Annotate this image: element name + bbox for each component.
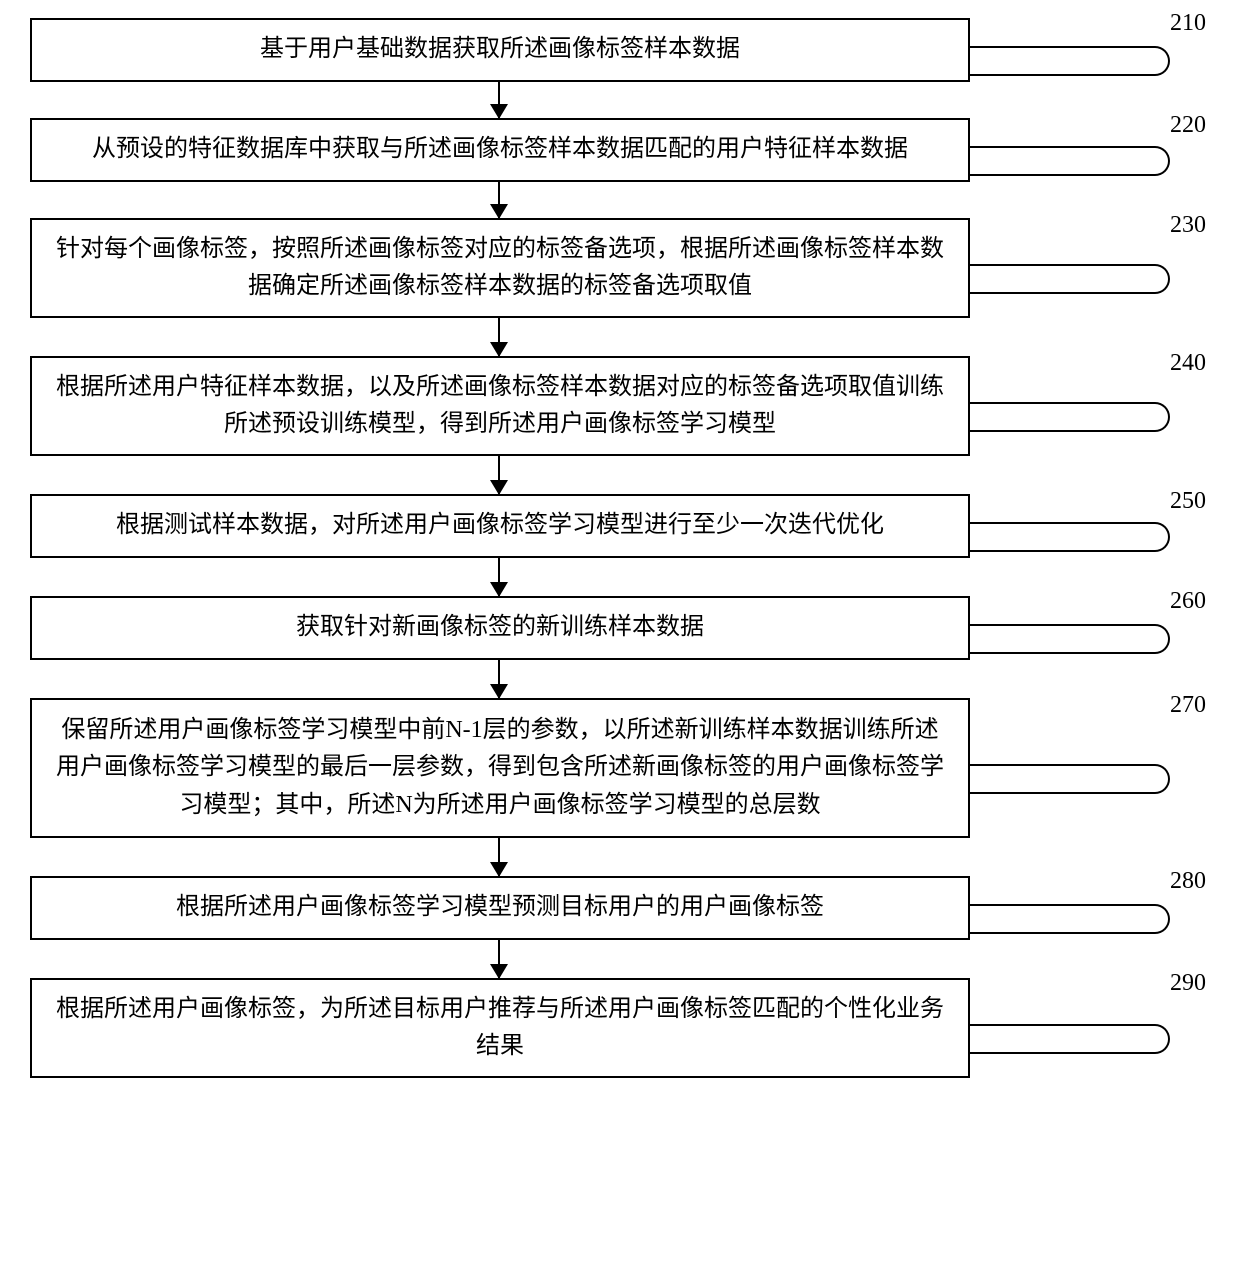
flow-step-270: 保留所述用户画像标签学习模型中前N-1层的参数，以所述新训练样本数据训练所述用户…: [30, 698, 970, 838]
flow-step-290: 根据所述用户画像标签，为所述目标用户推荐与所述用户画像标签匹配的个性化业务结果: [30, 978, 970, 1078]
flow-step-text: 根据测试样本数据，对所述用户画像标签学习模型进行至少一次迭代优化: [116, 507, 884, 544]
arrow-2: [498, 182, 500, 218]
arrow-5: [498, 558, 500, 596]
connector-210: [970, 46, 1170, 76]
arrow-4: [498, 456, 500, 494]
flow-step-250: 根据测试样本数据，对所述用户画像标签学习模型进行至少一次迭代优化: [30, 494, 970, 558]
arrow-6: [498, 660, 500, 698]
flow-step-text: 基于用户基础数据获取所述画像标签样本数据: [260, 31, 740, 68]
step-label-290: 290: [1170, 970, 1206, 997]
flow-step-220: 从预设的特征数据库中获取与所述画像标签样本数据匹配的用户特征样本数据: [30, 118, 970, 182]
flow-step-210: 基于用户基础数据获取所述画像标签样本数据: [30, 18, 970, 82]
arrow-1: [498, 82, 500, 118]
step-label-220: 220: [1170, 112, 1206, 139]
arrow-7: [498, 838, 500, 876]
connector-290: [970, 1024, 1170, 1054]
step-label-240: 240: [1170, 350, 1206, 377]
connector-270: [970, 764, 1170, 794]
flow-step-text: 根据所述用户画像标签，为所述目标用户推荐与所述用户画像标签匹配的个性化业务结果: [52, 991, 948, 1065]
connector-230: [970, 264, 1170, 294]
flow-step-text: 从预设的特征数据库中获取与所述画像标签样本数据匹配的用户特征样本数据: [92, 131, 908, 168]
step-label-230: 230: [1170, 212, 1206, 239]
flow-step-230: 针对每个画像标签，按照所述画像标签对应的标签备选项，根据所述画像标签样本数据确定…: [30, 218, 970, 318]
flow-step-text: 获取针对新画像标签的新训练样本数据: [296, 609, 704, 646]
connector-220: [970, 146, 1170, 176]
flow-step-240: 根据所述用户特征样本数据，以及所述画像标签样本数据对应的标签备选项取值训练所述预…: [30, 356, 970, 456]
flow-step-text: 根据所述用户特征样本数据，以及所述画像标签样本数据对应的标签备选项取值训练所述预…: [52, 369, 948, 443]
flow-step-text: 根据所述用户画像标签学习模型预测目标用户的用户画像标签: [176, 889, 824, 926]
arrow-8: [498, 940, 500, 978]
flow-step-280: 根据所述用户画像标签学习模型预测目标用户的用户画像标签: [30, 876, 970, 940]
flow-step-text: 保留所述用户画像标签学习模型中前N-1层的参数，以所述新训练样本数据训练所述用户…: [52, 712, 948, 824]
flow-step-260: 获取针对新画像标签的新训练样本数据: [30, 596, 970, 660]
step-label-270: 270: [1170, 692, 1206, 719]
step-label-210: 210: [1170, 10, 1206, 37]
flow-step-text: 针对每个画像标签，按照所述画像标签对应的标签备选项，根据所述画像标签样本数据确定…: [52, 231, 948, 305]
arrow-3: [498, 318, 500, 356]
connector-250: [970, 522, 1170, 552]
step-label-280: 280: [1170, 868, 1206, 895]
connector-260: [970, 624, 1170, 654]
step-label-250: 250: [1170, 488, 1206, 515]
connector-240: [970, 402, 1170, 432]
connector-280: [970, 904, 1170, 934]
step-label-260: 260: [1170, 588, 1206, 615]
